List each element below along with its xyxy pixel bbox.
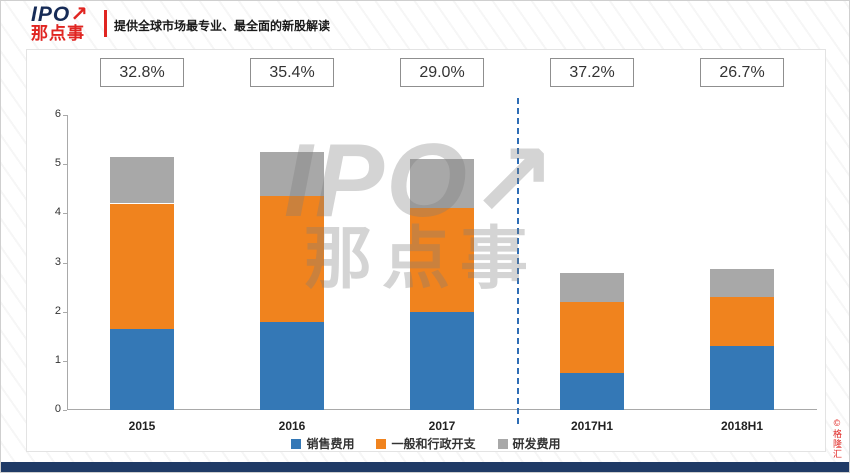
percent-callout-box: 29.0% [400, 58, 484, 87]
bar-segment-2017H1 [560, 301, 624, 374]
period-separator-line [517, 98, 519, 424]
corner-stamp: ©格隆汇 [832, 418, 842, 459]
x-axis-category-label: 2015 [128, 419, 156, 433]
y-axis-tick-label: 5 [54, 157, 61, 170]
y-axis-tick-label: 3 [54, 255, 61, 268]
bar-segment-2017H1 [560, 273, 624, 302]
legend-swatch-icon [376, 438, 387, 449]
bar-segment-2018H1 [710, 296, 774, 347]
legend-item: 一般和行政开支 [376, 435, 476, 452]
y-axis-tick-mark [63, 410, 67, 411]
bar-segment-2015 [110, 328, 174, 410]
bar-segment-2017 [410, 311, 474, 410]
bar-segment-2017 [410, 208, 474, 312]
y-axis-tick-mark [63, 311, 67, 313]
legend-item: 销售费用 [291, 435, 354, 452]
chart-legend: 销售费用 一般和行政开支 研发费用 [27, 435, 825, 452]
y-axis-tick-mark [63, 164, 67, 166]
legend-label: 销售费用 [306, 437, 355, 451]
y-axis-tick-label: 2 [54, 304, 61, 317]
y-axis-tick-mark [63, 262, 67, 264]
stacked-bar-chart: 销售费用 一般和行政开支 研发费用 0 1 2 3 4 5 6 2015 32.8% 2016 35.4… [26, 49, 826, 452]
x-axis-category-label: 2017 [428, 419, 456, 433]
logo-text-ipo: IPO↗ [31, 3, 89, 26]
bar-segment-2017 [410, 159, 474, 209]
logo-text-cn: 那点事 [31, 24, 85, 43]
x-axis-category-label: 2018H1 [720, 419, 764, 433]
legend-label: 研发费用 [512, 437, 561, 451]
bar-segment-2015 [110, 203, 174, 329]
x-axis-category-label: 2017H1 [570, 419, 614, 433]
brand-logo: IPO↗ 那点事 [31, 4, 89, 42]
y-axis-tick-mark [63, 360, 67, 362]
y-axis-tick-label: 1 [54, 353, 61, 366]
bar-segment-2016 [260, 196, 324, 322]
logo-arrow-icon: ↗ [70, 3, 89, 26]
legend-swatch-icon [497, 438, 508, 449]
bar-segment-2018H1 [710, 268, 774, 297]
percent-callout-box: 32.8% [100, 58, 184, 87]
bar-segment-2018H1 [710, 346, 774, 410]
percent-callout-box: 26.7% [700, 58, 784, 87]
y-axis-tick-label: 0 [54, 403, 61, 415]
legend-item: 研发费用 [497, 435, 561, 452]
percent-callout-box: 35.4% [250, 58, 334, 87]
y-axis-tick-label: 6 [54, 108, 61, 120]
header-tagline: 提供全球市场最专业、最全面的新股解读 [114, 19, 331, 33]
legend-swatch-icon [291, 438, 302, 449]
y-axis-tick-mark [63, 213, 67, 215]
y-axis-tick-mark [63, 115, 67, 116]
footer-bar [1, 462, 849, 472]
header-divider [104, 10, 107, 37]
bar-segment-2016 [260, 321, 324, 410]
x-axis-category-label: 2016 [278, 419, 306, 433]
y-axis-tick-label: 4 [54, 206, 61, 219]
percent-callout-box: 37.2% [550, 58, 634, 87]
legend-label: 一般和行政开支 [391, 437, 476, 451]
bar-segment-2016 [260, 151, 324, 197]
bar-segment-2015 [110, 156, 174, 204]
bar-segment-2017H1 [560, 373, 624, 410]
